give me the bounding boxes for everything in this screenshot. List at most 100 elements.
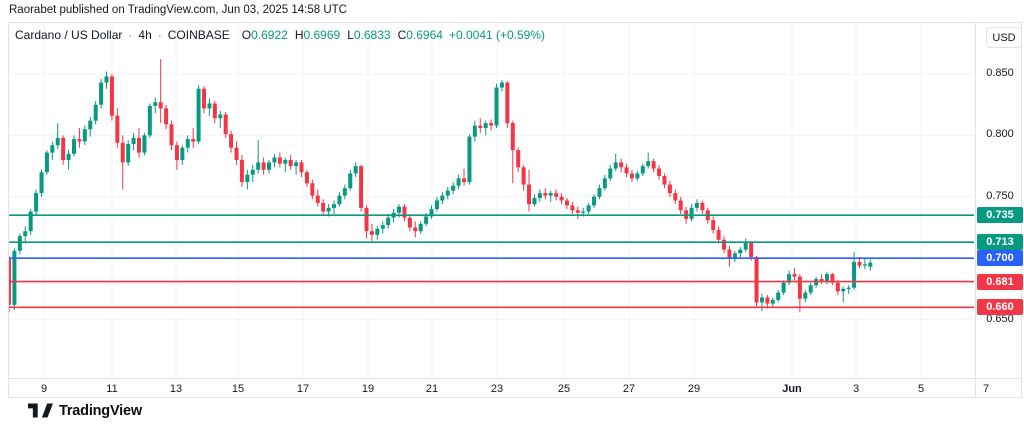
candle-body	[294, 162, 299, 167]
candle-body	[629, 173, 634, 179]
candle-body	[597, 188, 602, 197]
candle-body	[678, 200, 683, 211]
candle-body	[12, 250, 17, 305]
candle-body	[808, 285, 813, 293]
candle-body	[326, 207, 331, 212]
candle-body	[716, 229, 721, 240]
candle-body	[602, 178, 607, 189]
separator-dot: ·	[157, 28, 162, 42]
time-tick-label: 5	[917, 383, 925, 395]
candle-body	[180, 147, 185, 160]
candle-body	[830, 274, 835, 283]
candle-body	[239, 159, 244, 183]
candle-body	[223, 114, 228, 135]
candle-body	[229, 134, 234, 148]
tradingview-logo-icon[interactable]	[28, 402, 53, 419]
candle-body	[819, 279, 824, 282]
candle-body	[532, 198, 537, 205]
candle-body	[792, 274, 797, 277]
candle-body	[39, 172, 44, 194]
candle-body	[624, 167, 629, 174]
candle-body	[82, 129, 87, 142]
candle-body	[413, 227, 418, 232]
tradingview-wordmark[interactable]: TradingView	[59, 402, 142, 419]
close-label: C	[397, 28, 407, 42]
candle-body	[158, 102, 163, 109]
candle-body	[61, 137, 66, 160]
candle-body	[781, 282, 786, 293]
candle-body	[218, 114, 223, 119]
price-tick-label: 0.800	[986, 128, 1014, 141]
candle-body	[722, 239, 727, 250]
candle-body	[126, 143, 131, 163]
time-tick-label: Jun	[782, 383, 802, 395]
candle-body	[77, 139, 82, 142]
time-tick-label: 19	[361, 383, 375, 395]
candle-body	[489, 123, 494, 126]
candle-body	[142, 135, 147, 153]
candle-body	[120, 142, 125, 163]
price-tick-label: 0.650	[986, 312, 1014, 325]
currency-button[interactable]: USD	[986, 27, 1022, 48]
candle-body	[261, 162, 266, 170]
interval-label[interactable]: 4h	[138, 28, 152, 42]
high-value: H0.6969	[295, 28, 340, 42]
time-tick-label: 15	[231, 383, 245, 395]
candle-body	[234, 147, 239, 160]
time-axis-separator[interactable]	[9, 378, 1022, 379]
candle-body	[332, 204, 337, 208]
candle-body	[586, 205, 591, 212]
candle-body	[732, 253, 737, 259]
candle-body	[429, 209, 434, 217]
candle-body	[272, 157, 277, 163]
time-tick-label: 27	[622, 383, 636, 395]
candle-body	[337, 195, 342, 205]
candle-body	[608, 168, 613, 179]
exchange-label: COINBASE	[167, 28, 230, 42]
candle-body	[689, 207, 694, 219]
candle-body	[131, 137, 136, 144]
candle-body	[846, 287, 851, 289]
open-label: O	[241, 28, 252, 42]
candle-body	[283, 159, 288, 164]
candle-body	[202, 88, 207, 109]
candle-body	[570, 205, 575, 211]
candle-body	[505, 82, 510, 124]
candle-body	[23, 231, 28, 237]
candle-body	[109, 76, 114, 116]
candle-body	[803, 292, 808, 299]
candle-body	[662, 175, 667, 185]
candle-body	[738, 249, 743, 254]
candle-body	[277, 157, 282, 164]
candle-body	[516, 150, 521, 168]
candle-body	[267, 162, 272, 170]
candle-body	[407, 217, 412, 228]
candle-body	[521, 167, 526, 185]
chart-header: Cardano / US Dollar · 4h · COINBASE O0.6…	[15, 28, 545, 42]
candle-body	[727, 249, 732, 259]
symbol-title[interactable]: Cardano / US Dollar	[15, 28, 123, 42]
candle-body	[434, 200, 439, 210]
candle-body	[667, 184, 672, 194]
close-value: C0.6964	[398, 28, 443, 42]
candle-body	[700, 202, 705, 211]
candle-body	[169, 124, 174, 146]
candle-body	[147, 105, 152, 136]
price-line-badge: 0.681	[977, 273, 1023, 290]
candle-body	[575, 210, 580, 213]
candle-body	[852, 261, 857, 288]
candle-body	[72, 139, 77, 154]
candle-body	[554, 193, 559, 197]
time-tick-label: 13	[169, 383, 183, 395]
candle-body	[445, 190, 450, 196]
price-line-badge: 0.660	[977, 299, 1023, 316]
candle-body	[635, 173, 640, 179]
price-tick-label: 0.850	[986, 67, 1014, 79]
candle-body	[304, 172, 309, 184]
price-axis-separator[interactable]	[975, 23, 976, 397]
candle-body	[369, 231, 374, 235]
open-number: 0.6922	[251, 28, 288, 42]
time-tick-label: 29	[687, 383, 701, 395]
time-tick-label: 25	[557, 383, 571, 395]
